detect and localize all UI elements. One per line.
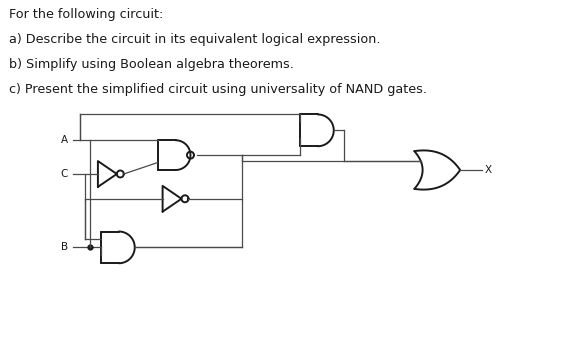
Text: X: X — [485, 165, 492, 175]
Text: For the following circuit:: For the following circuit: — [9, 8, 164, 21]
Text: a) Describe the circuit in its equivalent logical expression.: a) Describe the circuit in its equivalen… — [9, 33, 381, 46]
Text: b) Simplify using Boolean algebra theorems.: b) Simplify using Boolean algebra theore… — [9, 58, 294, 71]
Text: c) Present the simplified circuit using universality of NAND gates.: c) Present the simplified circuit using … — [9, 83, 428, 96]
Text: B: B — [61, 242, 68, 252]
Text: C: C — [61, 169, 68, 179]
Text: A: A — [61, 135, 68, 145]
